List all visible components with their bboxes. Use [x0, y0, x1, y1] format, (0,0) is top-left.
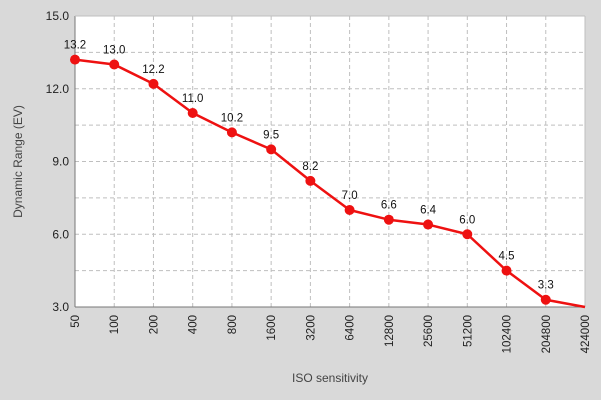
y-tick-label: 3.0: [52, 300, 69, 314]
data-label: 7.0: [342, 190, 358, 202]
data-label: 10.2: [221, 112, 243, 124]
data-point: [187, 108, 198, 118]
data-labels: 13.2 13.0 12.2 11.0 10.2 9.5 8.2 7.0 6.6 6.4 6.0 4.…: [64, 40, 554, 292]
data-label: 9.5: [263, 129, 279, 141]
data-point: [423, 219, 434, 230]
data-label: 6.0: [459, 214, 475, 226]
data-point: [540, 294, 551, 305]
x-axis-title: ISO sensitivity: [292, 371, 368, 385]
y-tick-labels: 3.0 6.0 9.0 12.0 15.0: [46, 9, 70, 314]
x-tick-label: 200: [148, 315, 160, 334]
data-point: [109, 59, 120, 70]
x-tick-labels: 50 100 200 400 800 1600 3200 6400 12800 25600 5120…: [70, 315, 592, 353]
data-label: 4.5: [499, 251, 515, 263]
data-point: [266, 144, 277, 155]
series-dynamic-range: [70, 54, 586, 309]
x-tick-label: 800: [227, 315, 239, 334]
y-tick-label: 12.0: [46, 82, 70, 96]
data-label: 13.2: [64, 40, 86, 52]
data-point: [305, 175, 316, 186]
data-label: 12.2: [142, 64, 164, 76]
series-line: [74, 58, 586, 309]
data-point: [501, 265, 512, 276]
x-tick-label: 12800: [384, 315, 396, 347]
data-label: 3.3: [538, 280, 554, 292]
x-tick-label: 400: [188, 315, 200, 334]
x-tick-label: 100: [109, 315, 121, 334]
data-point: [148, 78, 159, 89]
data-label: 6.4: [420, 205, 437, 217]
x-tick-label: 3200: [305, 315, 317, 341]
data-point: [462, 229, 473, 240]
data-point: [226, 127, 237, 138]
x-tick-label: 50: [70, 315, 82, 328]
data-point: [344, 205, 355, 215]
x-tick-label: 25600: [423, 315, 435, 347]
data-label: 6.6: [381, 200, 397, 212]
x-tick-label: 204800: [541, 315, 553, 353]
y-tick-label: 6.0: [52, 227, 69, 241]
axes: [74, 15, 586, 308]
x-tick-label: 102400: [502, 315, 514, 353]
x-tick-label: 1600: [266, 315, 278, 341]
data-point: [70, 54, 80, 65]
y-tick-label: 15.0: [46, 9, 70, 23]
y-tick-label: 9.0: [52, 155, 69, 169]
y-axis-title: Dynamic Range (EV): [11, 105, 25, 218]
x-tick-label: 424000: [580, 315, 592, 353]
data-label: 11.0: [182, 93, 204, 105]
data-label: 13.0: [103, 45, 125, 57]
x-tick-label: 51200: [462, 315, 474, 347]
data-label: 8.2: [302, 161, 318, 173]
x-tick-label: 6400: [345, 315, 357, 341]
data-point: [383, 214, 394, 225]
